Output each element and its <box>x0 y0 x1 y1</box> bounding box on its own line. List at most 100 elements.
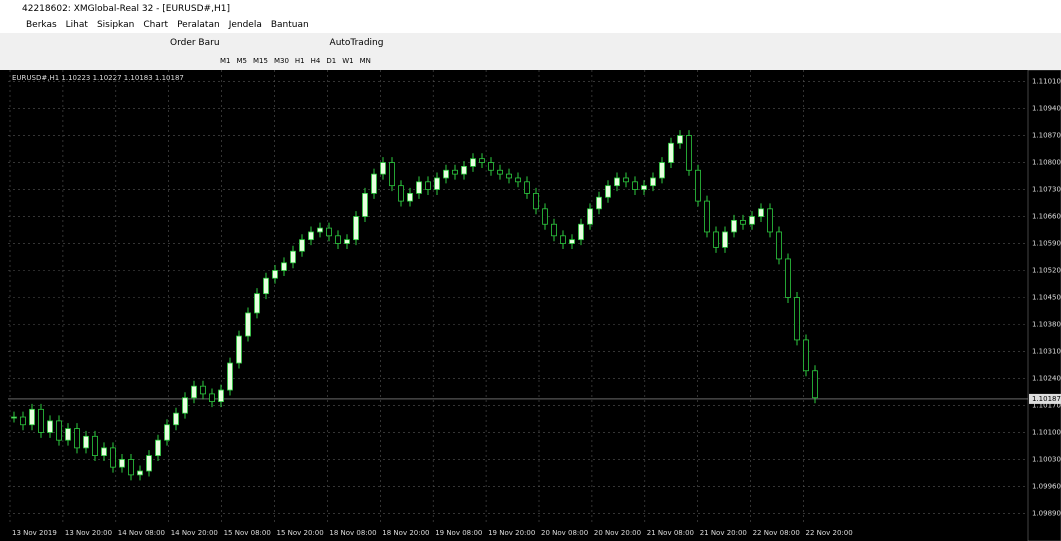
menu-item[interactable]: Lihat <box>65 20 88 30</box>
candle <box>776 226 782 265</box>
candle-body <box>713 231 719 248</box>
y-tick-label: 1.10170 <box>1032 401 1061 409</box>
candle <box>812 365 818 404</box>
candle-body <box>74 428 80 449</box>
candle <box>299 234 305 257</box>
x-tick-label: 19 Nov 20:00 <box>488 529 535 537</box>
chart: EURUSD#,H1 1.10223 1.10227 1.10183 1.101… <box>0 70 1061 541</box>
candle <box>29 403 35 431</box>
x-tick-label: 22 Nov 20:00 <box>806 529 853 537</box>
candle-body <box>56 420 62 441</box>
candle <box>272 265 278 284</box>
candle-body <box>47 420 53 433</box>
candle <box>515 172 521 188</box>
chart-bg <box>0 70 1061 541</box>
candle-body <box>461 165 467 175</box>
timeframe-button[interactable]: M15 <box>253 57 268 65</box>
candle <box>416 176 422 199</box>
candle-body <box>146 455 152 472</box>
candle <box>182 392 188 419</box>
candle-body <box>308 231 314 241</box>
candle-body <box>389 162 395 187</box>
candle <box>488 157 494 176</box>
candle-body <box>272 270 278 279</box>
candle <box>461 160 467 180</box>
candle-body <box>164 424 170 441</box>
candle <box>218 384 224 408</box>
timeframe-button[interactable]: H1 <box>294 57 305 65</box>
candle-body <box>632 181 638 190</box>
candle <box>767 203 773 238</box>
candle-body <box>704 200 710 233</box>
x-tick-label: 19 Nov 08:00 <box>435 529 482 537</box>
candle-body <box>416 181 422 194</box>
candle <box>209 388 215 408</box>
timeframe-button[interactable]: M30 <box>273 57 289 65</box>
candle-body <box>479 158 485 163</box>
autotrading-button[interactable]: AutoTrading <box>329 38 384 48</box>
menu-item[interactable]: Peralatan <box>177 20 220 30</box>
candle <box>65 423 71 446</box>
candle <box>407 187 413 207</box>
candle-body <box>776 231 782 260</box>
menu-item[interactable]: Jendela <box>228 20 262 30</box>
candle-body <box>101 447 107 456</box>
candle <box>92 430 98 462</box>
candle <box>623 172 629 188</box>
candle-body <box>353 216 359 241</box>
menu-item[interactable]: Sisipkan <box>96 20 135 30</box>
y-tick-label: 1.10380 <box>1032 320 1061 328</box>
candle <box>785 253 791 303</box>
timeframe-toolbar: M1 M5 M15 M30 H1 H4 D1 W1 MN <box>0 53 1061 69</box>
menu-item[interactable]: Chart <box>143 20 169 30</box>
menu-bar: Berkas Lihat Sisipkan Chart Peralatan Jendela… <box>0 18 1061 33</box>
timeframe-button[interactable]: H4 <box>310 57 321 65</box>
toolbar: Order Baru AutoTrading <box>0 34 1061 52</box>
candle-body <box>794 297 800 341</box>
candle <box>227 357 233 396</box>
y-tick-label: 1.10030 <box>1032 455 1061 463</box>
candle <box>389 157 395 192</box>
chart-header: EURUSD#,H1 1.10223 1.10227 1.10183 1.101… <box>12 74 184 82</box>
order-button[interactable]: Order Baru <box>170 38 220 48</box>
candle <box>731 214 737 238</box>
candle-body <box>155 439 161 456</box>
y-tick-label: 1.10450 <box>1032 294 1061 302</box>
candle <box>668 137 674 169</box>
candle-body <box>551 223 557 237</box>
candle-body <box>371 173 377 194</box>
timeframe-button[interactable]: W1 <box>342 57 354 65</box>
candle <box>128 453 134 481</box>
candle <box>20 411 26 431</box>
menu-item[interactable]: Bantuan <box>270 20 309 30</box>
timeframe-button[interactable]: D1 <box>326 57 337 65</box>
candle-body <box>677 135 683 144</box>
x-tick-label: 22 Nov 08:00 <box>753 529 800 537</box>
candle <box>317 222 323 238</box>
candle-body <box>29 408 35 426</box>
candle <box>695 164 701 207</box>
timeframe-button[interactable]: M5 <box>236 57 248 65</box>
timeframe-button[interactable]: MN <box>359 57 371 65</box>
candle <box>290 245 296 269</box>
candle-body <box>623 177 629 183</box>
candle <box>191 380 197 404</box>
candle <box>371 168 377 199</box>
candle-body <box>209 393 215 403</box>
x-tick-label: 18 Nov 20:00 <box>382 529 429 537</box>
timeframe-button[interactable]: M1 <box>220 57 231 65</box>
candle-body <box>785 258 791 298</box>
current-price: 1.10187 <box>1032 395 1061 403</box>
candle-body <box>650 177 656 187</box>
y-tick-label: 1.10520 <box>1032 267 1061 275</box>
candle <box>578 218 584 246</box>
candle-body <box>578 223 584 241</box>
y-tick-label: 1.11010 <box>1032 78 1061 86</box>
candle <box>434 172 440 195</box>
menu-item[interactable]: Berkas <box>26 20 57 30</box>
candle <box>74 423 80 454</box>
candle-body <box>380 162 386 175</box>
candle-body <box>668 142 674 163</box>
candle-body <box>344 239 350 244</box>
candle <box>344 234 350 249</box>
